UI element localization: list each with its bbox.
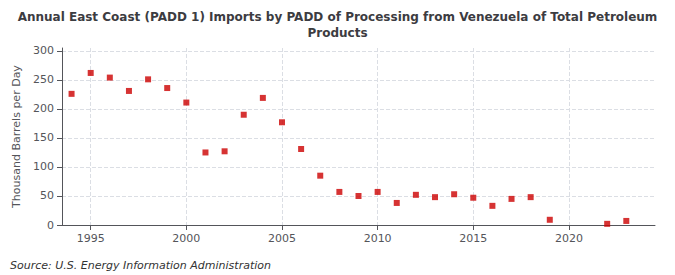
svg-text:0: 0 — [47, 219, 54, 232]
svg-text:2005: 2005 — [268, 232, 296, 245]
svg-text:2010: 2010 — [364, 232, 392, 245]
svg-text:2000: 2000 — [172, 232, 200, 245]
svg-text:200: 200 — [33, 102, 54, 115]
svg-text:2015: 2015 — [459, 232, 487, 245]
svg-text:1995: 1995 — [77, 232, 105, 245]
svg-text:300: 300 — [33, 44, 54, 57]
svg-text:2020: 2020 — [555, 232, 583, 245]
svg-text:150: 150 — [33, 131, 54, 144]
svg-text:Thousand Barrels per Day: Thousand Barrels per Day — [10, 65, 23, 209]
svg-text:Annual East Coast (PADD 1) Imp: Annual East Coast (PADD 1) Imports by PA… — [18, 10, 658, 24]
svg-text:250: 250 — [33, 73, 54, 86]
svg-text:100: 100 — [33, 160, 54, 173]
svg-text:Products: Products — [307, 26, 367, 40]
svg-text:Source: U.S. Energy Informatio: Source: U.S. Energy Information Administ… — [10, 259, 271, 272]
svg-text:50: 50 — [40, 189, 54, 202]
